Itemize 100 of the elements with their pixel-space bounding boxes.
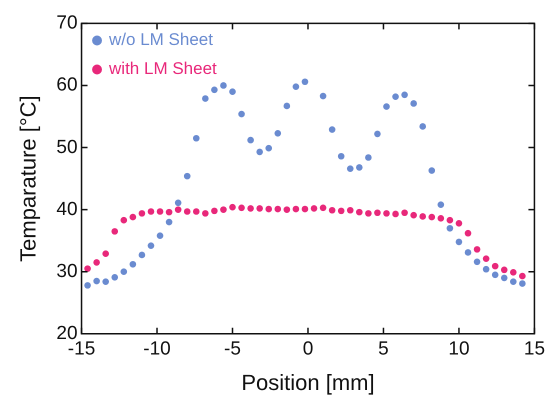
point <box>93 278 100 284</box>
point <box>519 280 526 287</box>
point <box>138 252 146 258</box>
point <box>238 110 245 118</box>
legend-label: with LM Sheet <box>108 59 218 78</box>
point <box>383 210 390 217</box>
point <box>456 238 462 246</box>
point <box>130 260 136 268</box>
point <box>510 269 517 276</box>
point <box>438 215 444 222</box>
x-tick-label: 15 <box>524 338 546 360</box>
point <box>492 262 498 270</box>
point <box>256 205 263 212</box>
point <box>438 201 444 208</box>
point <box>410 212 417 219</box>
point <box>211 86 218 94</box>
point <box>166 218 172 226</box>
point <box>428 214 436 220</box>
y-tick-label: 50 <box>56 136 78 158</box>
point <box>392 93 399 100</box>
point <box>328 206 336 214</box>
point <box>446 224 454 232</box>
point <box>148 208 154 215</box>
y-tick-label: 70 <box>56 12 78 34</box>
y-axis-title: Temparature [°C] <box>15 95 40 262</box>
x-tick-label: 5 <box>378 338 389 360</box>
point <box>220 206 227 213</box>
point <box>410 100 417 107</box>
point <box>482 255 490 262</box>
point <box>464 230 472 237</box>
point <box>265 144 272 152</box>
point <box>365 154 372 161</box>
point <box>302 78 308 86</box>
x-tick-label: 10 <box>448 338 470 360</box>
point <box>302 206 308 212</box>
point <box>202 210 209 217</box>
point <box>156 232 164 240</box>
point <box>474 246 480 253</box>
point <box>474 258 480 266</box>
point <box>464 249 472 256</box>
point <box>93 259 100 266</box>
point <box>84 265 91 272</box>
point <box>120 216 128 224</box>
x-tick-label: 0 <box>302 338 314 360</box>
point <box>274 206 282 212</box>
point <box>456 220 462 227</box>
point <box>120 268 128 276</box>
point <box>320 204 326 212</box>
point <box>111 274 118 281</box>
point <box>292 83 300 90</box>
x-tick-label: -10 <box>143 338 171 360</box>
point <box>482 266 490 273</box>
point <box>519 272 526 280</box>
point <box>265 206 272 212</box>
point <box>356 164 363 171</box>
legend-label: w/o LM Sheet <box>108 30 214 50</box>
point <box>500 274 508 282</box>
point <box>365 210 372 217</box>
point <box>202 95 209 102</box>
point <box>401 209 408 216</box>
point <box>346 165 354 172</box>
point <box>174 206 182 213</box>
x-tick-label: -15 <box>68 338 96 360</box>
point <box>247 136 254 144</box>
point <box>247 205 254 212</box>
point <box>446 216 454 224</box>
x-tick-label: -5 <box>224 338 241 360</box>
point <box>84 282 91 289</box>
point <box>284 102 290 110</box>
point <box>500 266 508 274</box>
point <box>492 272 498 278</box>
point <box>174 200 182 206</box>
point <box>184 208 191 215</box>
point <box>166 208 172 216</box>
point <box>111 228 118 235</box>
point <box>338 152 344 160</box>
point <box>211 208 218 214</box>
point <box>310 205 318 212</box>
point <box>184 172 191 180</box>
point <box>274 130 282 137</box>
point <box>356 208 363 216</box>
point <box>138 210 146 217</box>
point <box>130 214 136 220</box>
point <box>229 88 236 95</box>
point <box>238 204 245 212</box>
point <box>102 250 109 258</box>
point <box>256 148 263 156</box>
point <box>383 103 390 110</box>
point <box>374 130 381 138</box>
point <box>156 208 164 215</box>
point <box>320 92 326 100</box>
y-tick-label: 40 <box>56 198 78 220</box>
point <box>428 167 436 174</box>
point <box>419 213 426 220</box>
point <box>346 206 354 214</box>
point <box>192 208 200 215</box>
point <box>229 204 236 210</box>
point <box>284 206 290 213</box>
y-tick-label: 30 <box>56 260 78 282</box>
point <box>220 82 227 89</box>
